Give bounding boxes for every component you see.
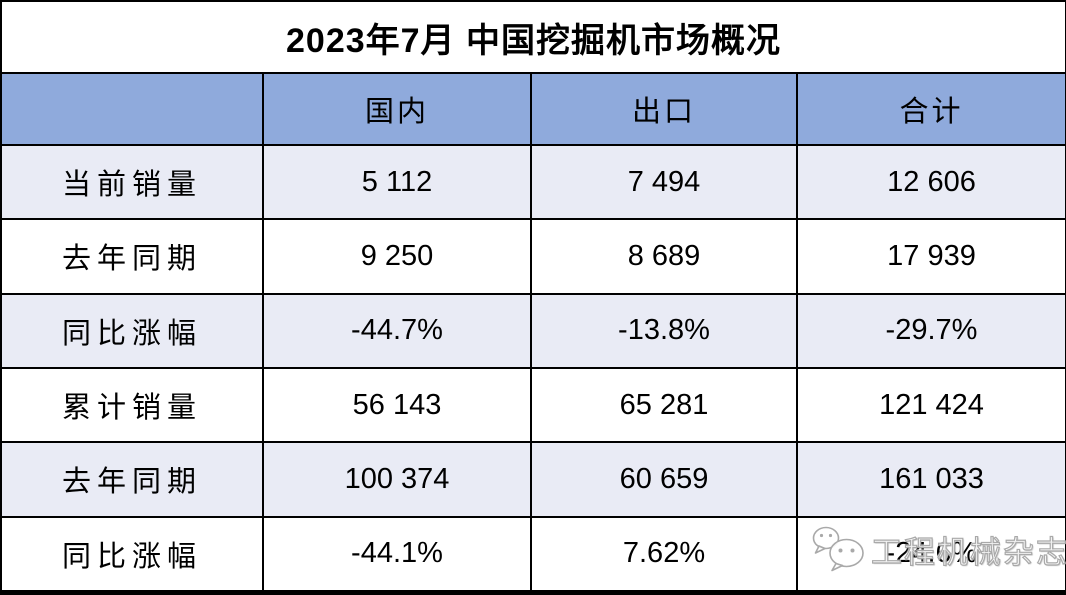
cell-value: -44.1% — [262, 515, 532, 594]
cell-value: 100 374 — [262, 441, 532, 518]
cell-value: 17 939 — [796, 218, 1066, 295]
cell-value: 12 606 — [796, 143, 1066, 221]
header-row: 国内 出口 合计 — [0, 72, 1066, 146]
column-header-blank — [0, 72, 264, 146]
cell-value: -29.7% — [796, 292, 1066, 369]
cell-value: -44.7% — [262, 292, 532, 369]
table-row: 同比涨幅 -44.7% -13.8% -29.7% — [0, 292, 1066, 369]
cell-value: 7 494 — [530, 143, 798, 221]
table-row: 当前销量 5 112 7 494 12 606 — [0, 143, 1066, 221]
cell-value: 56 143 — [262, 366, 532, 444]
row-label: 同比涨幅 — [0, 292, 264, 369]
cell-value: 65 281 — [530, 366, 798, 444]
row-label: 同比涨幅 — [0, 515, 264, 594]
page-title: 2023年7月 中国挖掘机市场概况 — [0, 0, 1066, 74]
table-row: 去年同期 100 374 60 659 161 033 — [0, 441, 1066, 518]
cell-value: -24.6% — [796, 515, 1066, 594]
title-row: 2023年7月 中国挖掘机市场概况 — [0, 0, 1066, 74]
row-label: 累计销量 — [0, 366, 264, 444]
cell-value: -13.8% — [530, 292, 798, 369]
cell-value: 161 033 — [796, 441, 1066, 518]
cell-value: 9 250 — [262, 218, 532, 295]
row-label: 去年同期 — [0, 441, 264, 518]
table-row: 去年同期 9 250 8 689 17 939 — [0, 218, 1066, 295]
table-body: 当前销量 5 112 7 494 12 606 去年同期 9 250 8 689 17 939… — [0, 143, 1066, 594]
column-header-total: 合计 — [796, 72, 1066, 146]
row-label: 去年同期 — [0, 218, 264, 295]
table-row: 同比涨幅 -44.1% 7.62% -24.6% — [0, 515, 1066, 594]
cell-value: 5 112 — [262, 143, 532, 221]
table-row: 累计销量 56 143 65 281 121 424 — [0, 366, 1066, 444]
cell-value: 121 424 — [796, 366, 1066, 444]
row-label: 当前销量 — [0, 143, 264, 221]
cell-value: 8 689 — [530, 218, 798, 295]
cell-value: 60 659 — [530, 441, 798, 518]
cell-value: 7.62% — [530, 515, 798, 594]
column-header-domestic: 国内 — [262, 72, 532, 146]
column-header-export: 出口 — [530, 72, 798, 146]
